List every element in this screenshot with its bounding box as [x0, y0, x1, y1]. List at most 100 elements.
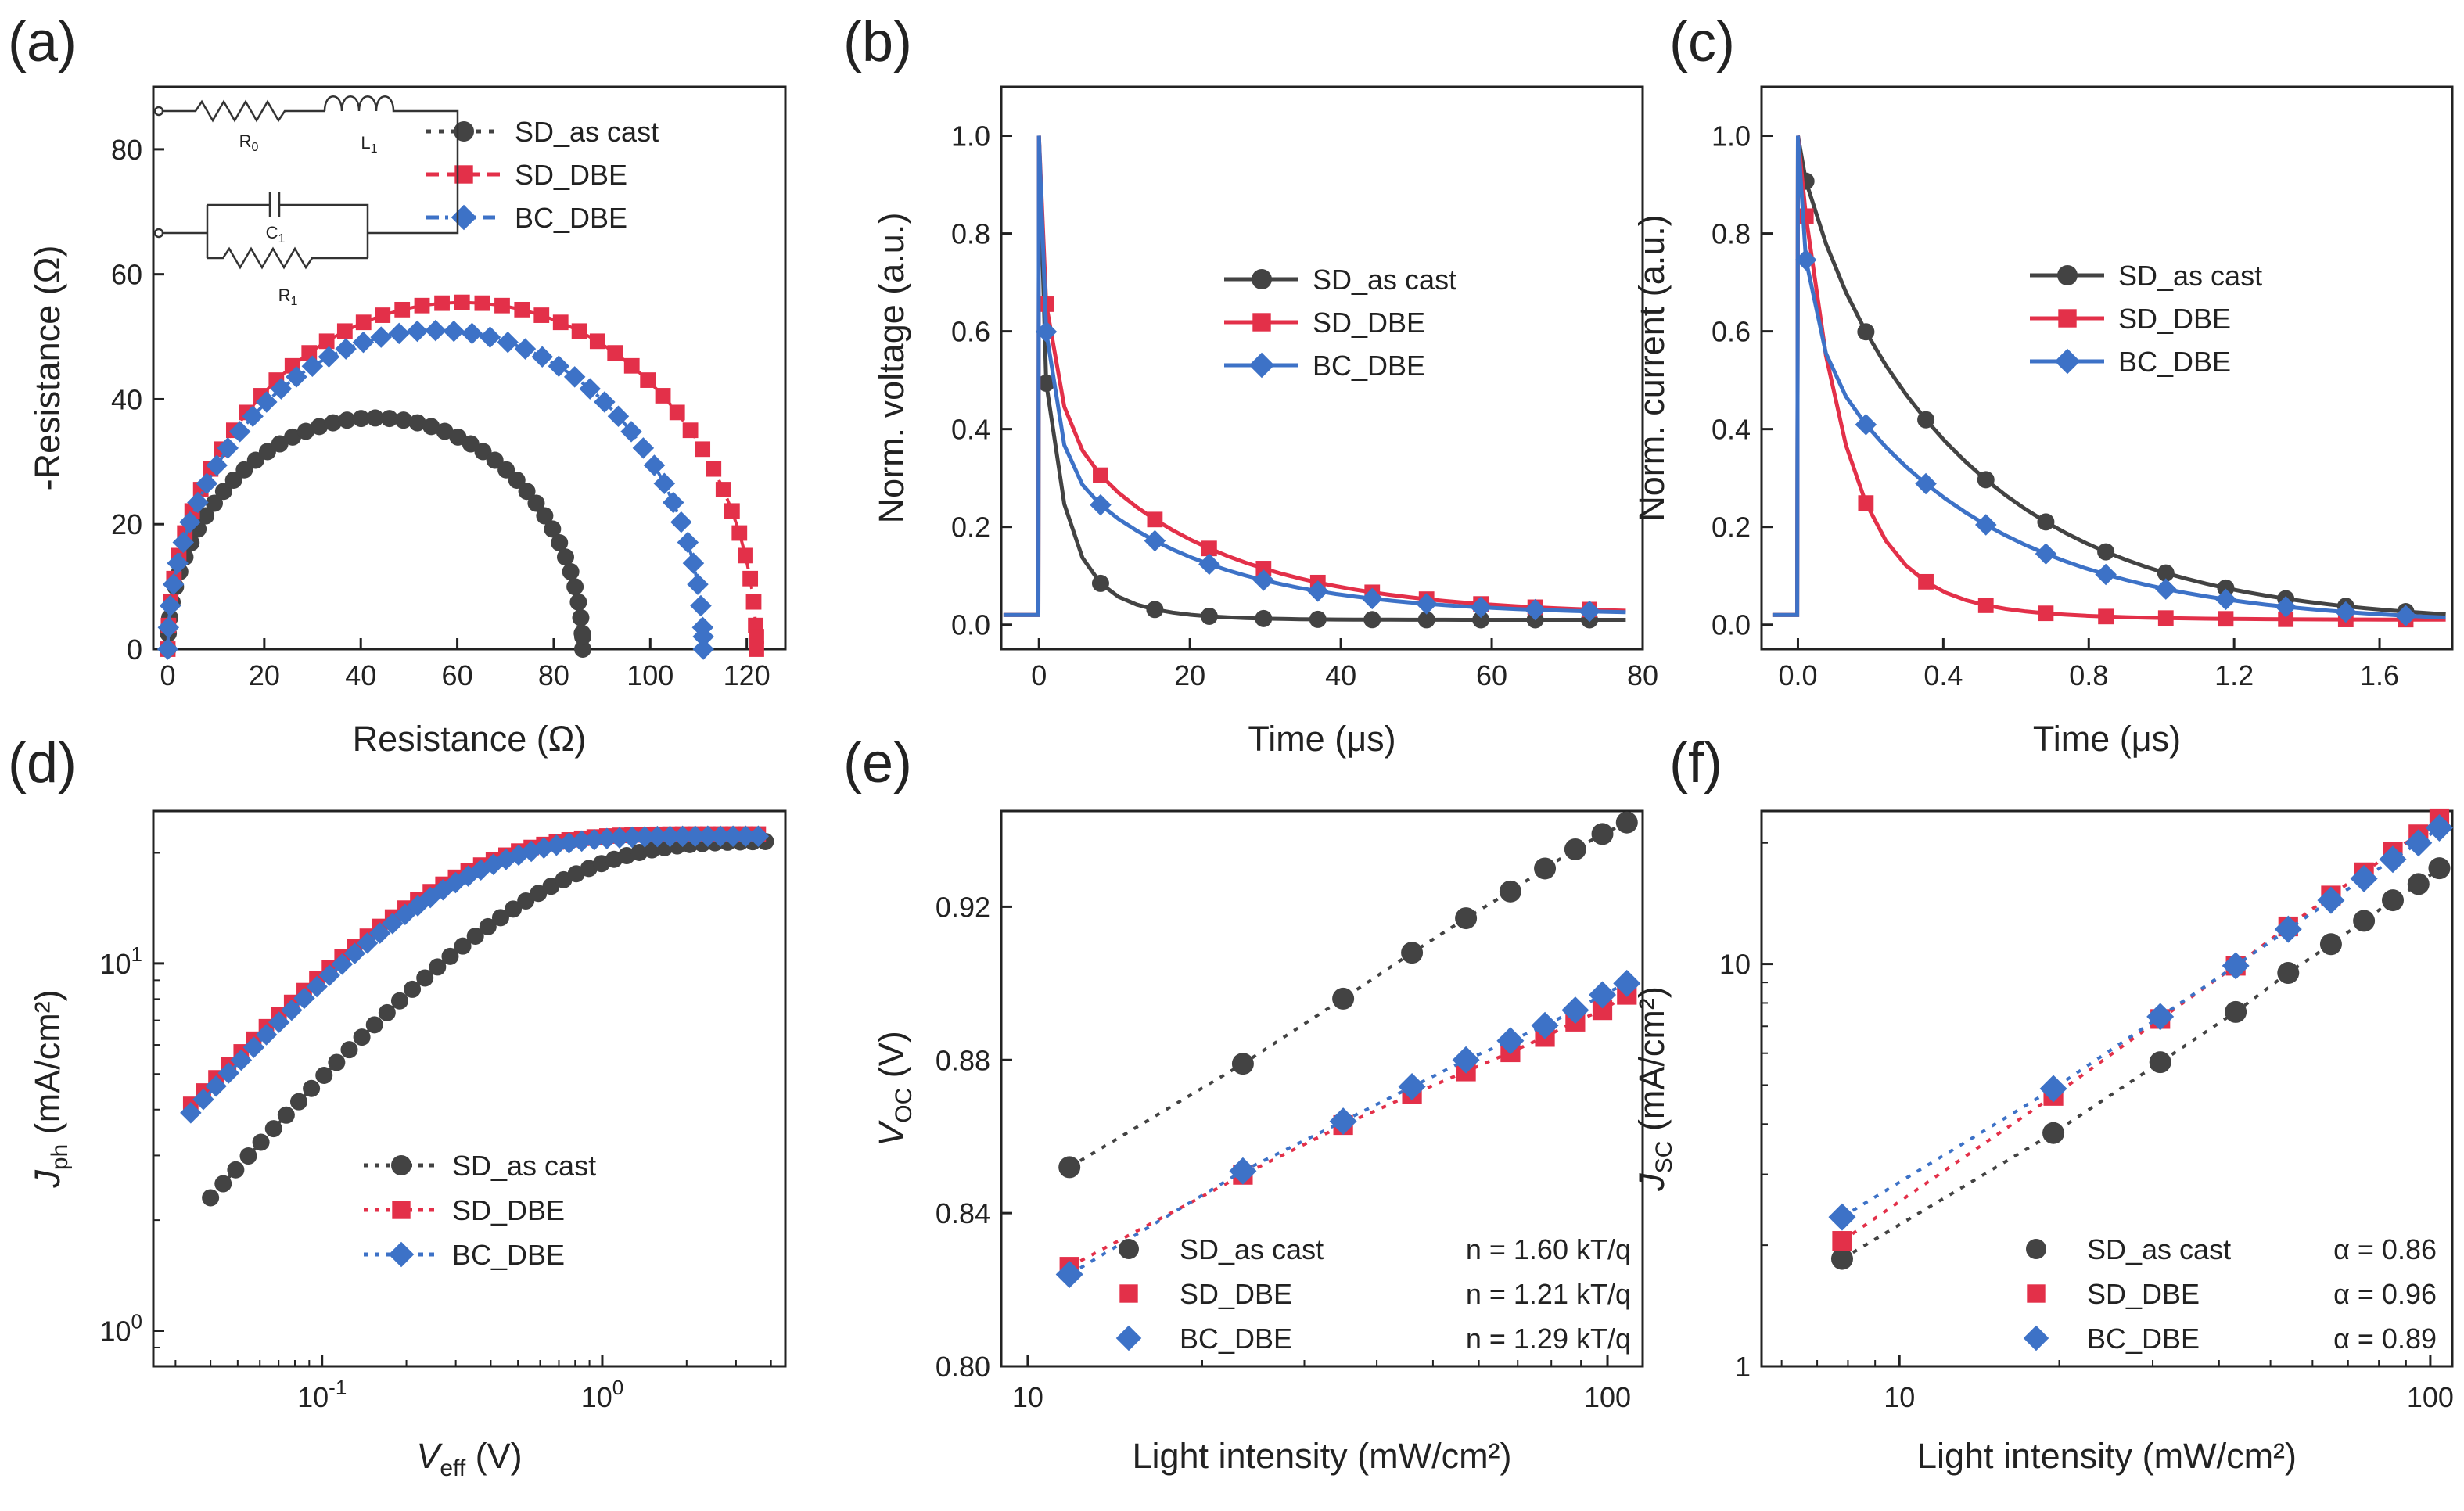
data-point: [1146, 601, 1164, 619]
legend-label: SD_as cast: [515, 116, 659, 148]
y-tick-label: 0.88: [936, 1044, 990, 1076]
data-point: [196, 472, 218, 495]
legend-label: SD_DBE: [1180, 1278, 1292, 1310]
data-point: [623, 357, 640, 374]
legend-label: SD_as cast: [452, 1150, 596, 1182]
data-point: [1361, 587, 1383, 610]
data-point: [1198, 553, 1220, 576]
data-point: [258, 443, 276, 461]
data-point: [1309, 610, 1327, 628]
data-point: [303, 1079, 321, 1097]
data-point: [462, 435, 480, 453]
data-point: [242, 1036, 265, 1058]
data-point: [742, 570, 759, 587]
data-point: [514, 338, 537, 360]
data-point: [355, 314, 372, 331]
x-tick-label: 10: [1884, 1381, 1915, 1413]
data-point: [156, 638, 179, 660]
data-point: [1119, 1284, 1138, 1303]
plot-frame: [1000, 85, 1644, 651]
data-point: [548, 355, 570, 377]
data-point: [2146, 1003, 2175, 1031]
data-point: [715, 482, 731, 497]
data-point: [2097, 543, 2115, 561]
data-point: [392, 1201, 411, 1219]
circuit-label: C1: [266, 223, 286, 246]
data-point: [584, 828, 605, 851]
data-point: [394, 301, 411, 318]
data-point: [530, 885, 548, 903]
data-point: [235, 461, 253, 479]
legend-label: SD_as cast: [1313, 264, 1456, 296]
data-point: [436, 422, 454, 440]
series-line: [1841, 826, 2441, 1218]
data-point: [366, 409, 384, 427]
data-point: [416, 969, 434, 987]
data-point: [289, 1093, 307, 1111]
data-point: [230, 1049, 253, 1071]
x-tick-label: 1.2: [2214, 659, 2254, 691]
data-point: [669, 404, 685, 421]
data-point: [301, 355, 324, 377]
data-point: [533, 307, 550, 323]
data-point: [514, 301, 530, 318]
data-point: [2274, 915, 2302, 943]
data-point: [451, 204, 477, 231]
data-point: [1415, 593, 1438, 615]
data-point: [497, 461, 515, 479]
legend: SD_as cast SD_DBE BC_DBE: [364, 1150, 596, 1271]
data-point: [505, 900, 523, 918]
data-point: [709, 825, 731, 847]
data-point: [2382, 889, 2405, 912]
data-point: [2027, 1284, 2046, 1303]
legend-label: SD_DBE: [2118, 303, 2231, 335]
data-point: [277, 1106, 295, 1124]
data-point: [682, 552, 705, 574]
data-point: [1093, 467, 1108, 483]
data-point: [246, 451, 264, 469]
data-point: [1091, 574, 1109, 592]
data-point: [202, 1189, 220, 1207]
data-point: [646, 825, 669, 848]
data-point: [1524, 598, 1546, 621]
data-point: [508, 471, 526, 489]
inductor-l1: [323, 95, 459, 235]
data-point: [695, 441, 711, 458]
legend-label: BC_DBE: [1313, 350, 1425, 382]
data-point: [1828, 1203, 1856, 1231]
data-point: [1918, 573, 1934, 590]
data-point: [1147, 511, 1163, 528]
x-tick-label: 1.6: [2360, 659, 2399, 691]
y-axis-title: JSC (mA/cm²): [1632, 986, 1677, 1192]
data-point: [573, 628, 591, 646]
panel-label: (f): [1669, 732, 1722, 795]
x-axis-title: Veff (V): [416, 1436, 522, 1481]
data-point: [2350, 864, 2378, 892]
data-point: [404, 980, 422, 998]
data-point: [336, 323, 353, 339]
data-point: [429, 958, 447, 976]
data-point: [1470, 596, 1492, 619]
data-point: [252, 1133, 270, 1151]
data-point: [375, 307, 391, 323]
data-point: [1035, 321, 1058, 343]
x-tick-label: 40: [1325, 659, 1356, 691]
x-axis-title: Light intensity (mW/cm²): [1917, 1436, 2297, 1476]
data-point: [382, 913, 404, 935]
data-point: [187, 491, 209, 514]
x-tick-label: 100: [627, 659, 673, 691]
data-point: [286, 366, 307, 388]
data-point: [474, 295, 490, 311]
data-point: [217, 1062, 239, 1084]
data-point: [2277, 962, 2300, 985]
data-point: [653, 472, 676, 495]
data-point: [441, 947, 459, 965]
circuit-label: L1: [361, 133, 377, 156]
data-point: [643, 454, 666, 476]
legend-label: SD_DBE: [515, 159, 627, 191]
x-axis-title: Time (μs): [2033, 719, 2181, 759]
resistor-r0: [163, 99, 325, 123]
data-point: [284, 428, 302, 446]
data-point: [1037, 374, 1055, 392]
data-point: [572, 608, 590, 626]
